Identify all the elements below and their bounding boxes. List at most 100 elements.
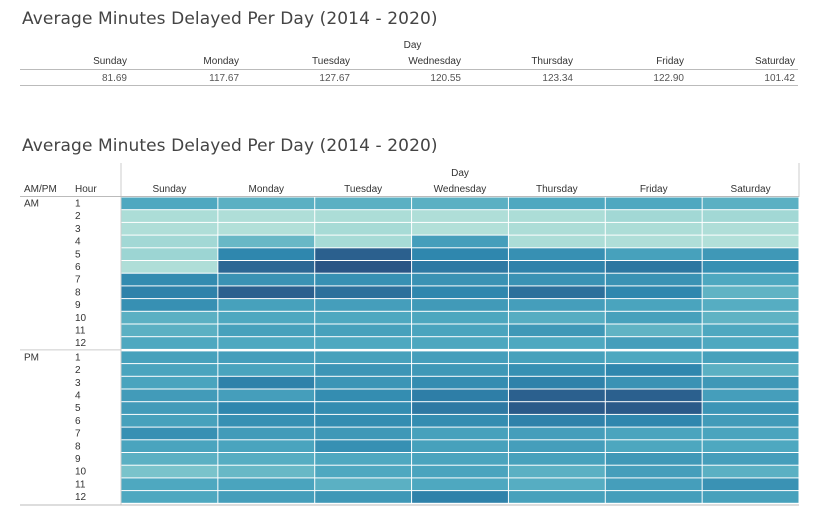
heatmap-cell xyxy=(605,273,702,286)
heatmap-cell xyxy=(218,248,315,260)
heatmap-cell xyxy=(605,286,702,299)
heatmap-cell xyxy=(702,427,799,440)
heatmap-cell xyxy=(508,273,605,286)
heatmap-cell xyxy=(412,222,508,235)
heatmap-cell xyxy=(218,427,315,440)
heatmap-cell xyxy=(121,453,218,465)
heatmap-cell xyxy=(605,478,702,491)
heatmap-cell xyxy=(605,311,702,324)
heatmap-cell xyxy=(315,210,412,222)
heatmap-cell xyxy=(508,210,605,222)
heatmap-cell xyxy=(508,491,605,503)
heatmap-cell xyxy=(605,337,702,349)
heatmap-cell xyxy=(508,337,605,349)
hour-label: 3 xyxy=(75,224,81,235)
heatmap-col-header: Friday xyxy=(640,184,668,195)
heatmap-cell xyxy=(412,389,508,402)
summary-col-header: Friday xyxy=(656,56,684,67)
heatmap-cell xyxy=(702,248,799,260)
heatmap-cell xyxy=(702,465,799,478)
heatmap-cell xyxy=(508,402,605,414)
heatmap-cell xyxy=(605,491,702,503)
heatmap-cell xyxy=(508,197,605,210)
summary-col-header: Saturday xyxy=(754,56,795,67)
heatmap-col-header: Wednesday xyxy=(434,184,487,195)
heatmap-cell xyxy=(315,389,412,402)
heatmap-title: Average Minutes Delayed Per Day (2014 - … xyxy=(22,136,438,156)
heatmap-cell xyxy=(121,376,218,389)
heatmap-cell xyxy=(121,286,218,299)
heatmap-cell xyxy=(702,299,799,311)
heatmap-cell xyxy=(121,273,218,286)
heatmap-cell xyxy=(315,364,412,376)
heatmap-cell xyxy=(508,376,605,389)
heatmap-cell xyxy=(605,453,702,465)
heatmap-cell xyxy=(218,197,315,210)
heatmap-cell xyxy=(702,235,799,248)
heatmap-cell xyxy=(315,235,412,248)
heatmap-cell xyxy=(508,427,605,440)
heatmap-cell xyxy=(605,197,702,210)
summary-col-header: Sunday xyxy=(93,56,127,67)
heatmap-cell xyxy=(218,440,315,452)
heatmap-cell xyxy=(315,261,412,273)
heatmap-cell xyxy=(702,351,799,364)
heatmap-cell xyxy=(605,364,702,376)
heatmap-cell xyxy=(412,273,508,286)
hour-label: 6 xyxy=(75,416,81,427)
heatmap-day-header: Day xyxy=(451,168,469,179)
heatmap-cell xyxy=(218,261,315,273)
heatmap-cell xyxy=(412,351,508,364)
heatmap-cell xyxy=(315,491,412,503)
heatmap-cell xyxy=(315,427,412,440)
heatmap-cell xyxy=(508,389,605,402)
heatmap-cell xyxy=(605,324,702,337)
summary-header-rule xyxy=(20,69,798,70)
heatmap-col-header: Saturday xyxy=(731,184,771,195)
summary-value: 81.69 xyxy=(101,73,127,84)
heatmap-cell xyxy=(702,376,799,389)
heatmap-cell xyxy=(121,197,218,210)
heatmap-cell xyxy=(121,337,218,349)
heatmap-cell xyxy=(605,465,702,478)
heatmap-cell xyxy=(412,465,508,478)
heatmap-cell xyxy=(412,414,508,427)
heatmap-cell xyxy=(605,248,702,260)
heatmap-cell xyxy=(121,299,218,311)
heatmap-cell xyxy=(121,478,218,491)
hour-label: 4 xyxy=(75,237,81,248)
heatmap-cell xyxy=(508,414,605,427)
heatmap-cell xyxy=(605,222,702,235)
summary-col-header: Tuesday xyxy=(312,56,350,67)
heatmap-cell xyxy=(702,440,799,452)
summary-value: 127.67 xyxy=(319,73,350,84)
heatmap-cell xyxy=(315,248,412,260)
heatmap-cell xyxy=(508,324,605,337)
summary-col-header: Thursday xyxy=(531,56,573,67)
heatmap-cell xyxy=(605,427,702,440)
heatmap-cell xyxy=(508,453,605,465)
heatmap-cell xyxy=(605,414,702,427)
heatmap-cell xyxy=(702,261,799,273)
hour-label: 11 xyxy=(75,326,86,337)
heatmap-cell xyxy=(702,364,799,376)
summary-value: 122.90 xyxy=(653,73,684,84)
heatmap-cell xyxy=(315,351,412,364)
heatmap-cell xyxy=(508,364,605,376)
heatmap-cell xyxy=(121,389,218,402)
heatmap-cell xyxy=(218,273,315,286)
heatmap-cell xyxy=(702,491,799,503)
heatmap-cell xyxy=(218,478,315,491)
hour-label: 10 xyxy=(75,313,87,324)
summary-value: 117.67 xyxy=(209,73,239,84)
summary-value: 101.42 xyxy=(764,73,795,84)
heatmap-cell xyxy=(121,261,218,273)
heatmap-cell xyxy=(412,299,508,311)
ampm-header: AM/PM xyxy=(24,184,57,195)
heatmap-cell xyxy=(218,465,315,478)
heatmap-cell xyxy=(412,337,508,349)
heatmap-cell xyxy=(412,478,508,491)
heatmap-cell xyxy=(218,389,315,402)
period-label: PM xyxy=(24,352,39,363)
